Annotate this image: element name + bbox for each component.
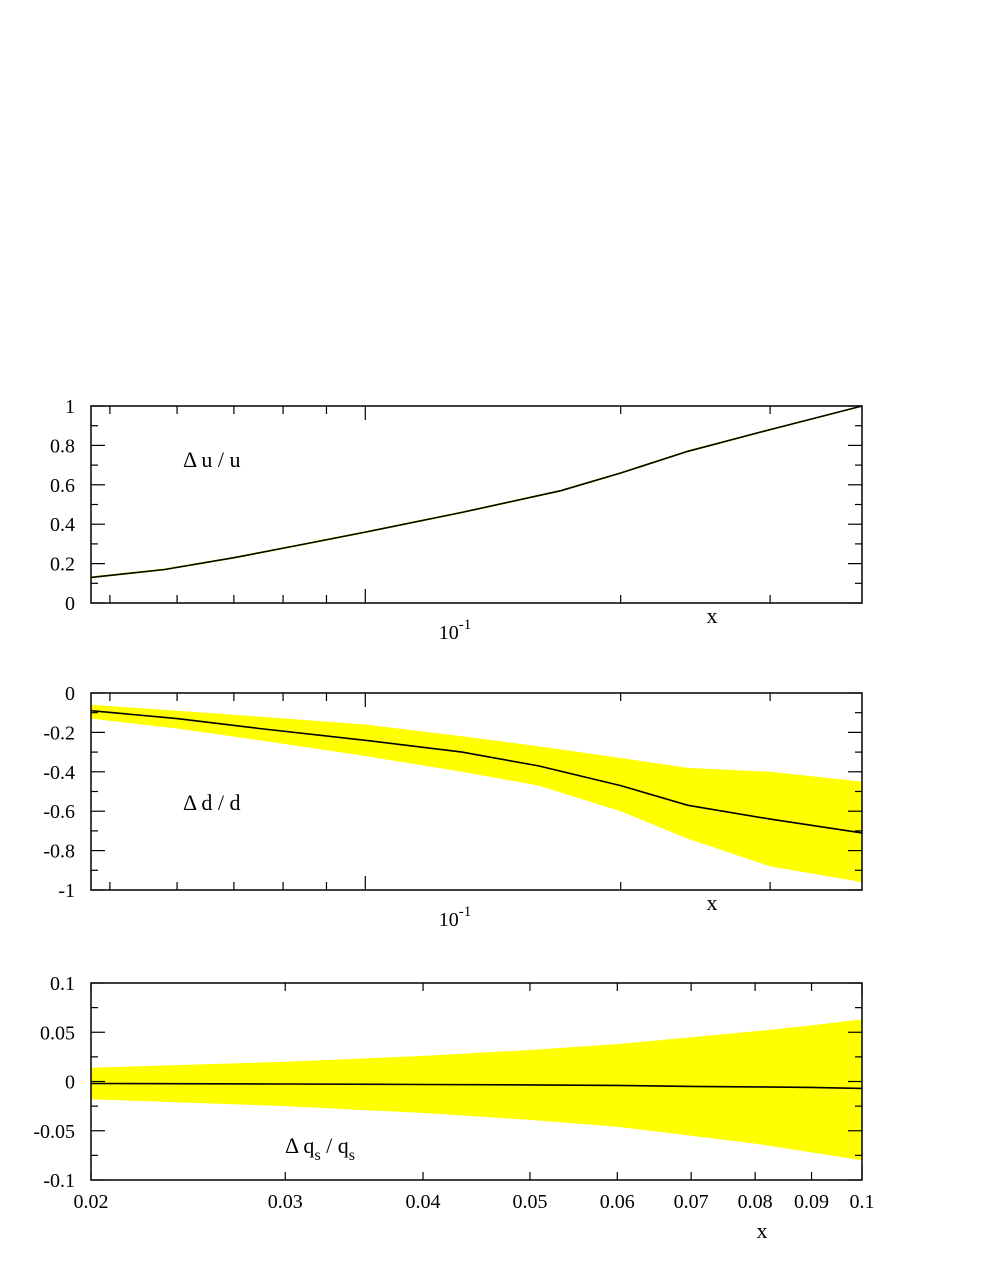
x-tick-label: 0.03 [268, 1191, 303, 1213]
panel-delta-d-over-d: -1 -0.8 -0.6 -0.4 -0.2 0 10-1 Δ d / d x [43, 683, 863, 931]
y-tick-label: -0.4 [43, 762, 75, 784]
x-axis-label: x [757, 1218, 768, 1243]
error-band [91, 704, 862, 883]
x-tick-label: 0.02 [74, 1191, 109, 1213]
x-tick-label: 0.1 [850, 1191, 875, 1213]
y-tick-label: 0 [65, 683, 75, 705]
x-tick-label-decade: 10-1 [439, 617, 472, 644]
central-curve [90, 405, 863, 579]
y-tick-label: 0.2 [50, 554, 75, 576]
x-tick-label: 0.07 [674, 1191, 709, 1213]
x-tick-label: 0.09 [794, 1191, 829, 1213]
panel-delta-u-over-u: 0 0.2 0.4 0.6 0.8 1 10-1 Δ u / u x [50, 396, 863, 644]
series-annotation: Δ qs / qs [285, 1133, 355, 1164]
plot-frame [90, 982, 863, 1181]
y-tick-labels: 0 0.2 0.4 0.6 0.8 1 [50, 396, 75, 615]
x-tick-label-decade: 10-1 [439, 904, 472, 931]
y-tick-label: 0.6 [50, 475, 75, 497]
error-band [91, 1019, 862, 1161]
central-curve [90, 1082, 863, 1090]
y-tick-label: 0.05 [40, 1022, 75, 1044]
y-tick-label: -0.2 [43, 722, 75, 744]
x-axis-label: x [707, 603, 718, 628]
y-tick-label: 0.4 [50, 514, 75, 536]
y-tick-label: -1 [58, 880, 75, 902]
plot-frame [90, 405, 863, 604]
error-band [91, 406, 862, 579]
plot-frame [90, 692, 863, 891]
y-tick-labels: -0.1 -0.05 0 0.05 0.1 [33, 973, 75, 1192]
y-tick-label: 0 [65, 593, 75, 615]
y-tick-label: -0.1 [43, 1170, 75, 1192]
y-tick-label: -0.6 [43, 801, 75, 823]
y-tick-label: 1 [65, 396, 75, 418]
x-tick-labels: 0.02 0.03 0.04 0.05 0.06 0.07 0.08 0.09 0.1 [74, 1191, 875, 1213]
x-tick-label: 0.04 [406, 1191, 441, 1213]
y-tick-label: 0 [65, 1072, 75, 1094]
central-curve [90, 709, 863, 834]
series-annotation: Δ u / u [183, 447, 241, 472]
x-tick-label: 0.06 [600, 1191, 635, 1213]
x-tick-label: 0.08 [738, 1191, 773, 1213]
y-tick-labels: -1 -0.8 -0.6 -0.4 -0.2 0 [43, 683, 75, 902]
y-tick-label: -0.05 [33, 1121, 75, 1143]
y-tick-label: 0.1 [50, 973, 75, 995]
tick-marks [91, 405, 862, 604]
x-axis-label: x [707, 890, 718, 915]
y-tick-label: -0.8 [43, 841, 75, 863]
tick-marks [91, 692, 862, 891]
y-tick-label: 0.8 [50, 435, 75, 457]
x-tick-labels: 10-1 [439, 904, 472, 931]
x-tick-labels: 10-1 [439, 617, 472, 644]
series-annotation: Δ d / d [183, 790, 241, 815]
x-tick-label: 0.05 [512, 1191, 547, 1213]
